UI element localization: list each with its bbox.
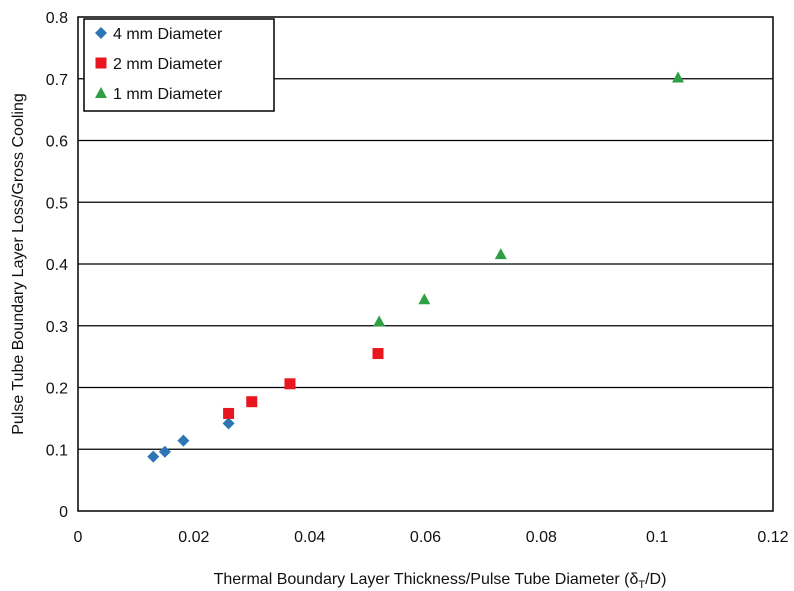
x-tick-label: 0.12 <box>757 529 788 546</box>
data-point-triangle <box>494 248 507 260</box>
plot-area <box>77 16 774 512</box>
legend: 4 mm Diameter 2 mm Diameter 1 mm Diamete… <box>83 18 275 112</box>
x-axis-title: Thermal Boundary Layer Thickness/Pulse T… <box>214 571 667 591</box>
x-tick-label: 0.1 <box>646 529 668 546</box>
data-point-diamond <box>158 445 171 458</box>
y-axis-ticks: 0 0.1 0.2 0.3 0.4 0.5 0.6 0.7 0.8 <box>46 10 68 521</box>
y-tick-label: 0 <box>59 504 68 521</box>
legend-marker-diamond <box>95 27 107 39</box>
data-point-square <box>246 396 258 408</box>
legend-entry-1mm: 1 mm Diameter <box>113 86 223 103</box>
x-axis-ticks: 0 0.02 0.04 0.06 0.08 0.1 0.12 <box>74 529 789 546</box>
data-points <box>147 71 685 463</box>
data-point-triangle <box>373 315 386 327</box>
y-axis-title: Pulse Tube Boundary Layer Loss/Gross Coo… <box>10 93 27 435</box>
x-axis-title-main: Thermal Boundary Layer Thickness/Pulse T… <box>214 571 639 588</box>
legend-marker-square <box>95 57 107 69</box>
legend-box <box>83 18 275 112</box>
data-point-triangle <box>418 293 431 305</box>
x-tick-label: 0.08 <box>526 529 557 546</box>
x-tick-label: 0.06 <box>410 529 441 546</box>
x-tick-label: 0.04 <box>294 529 325 546</box>
legend-marker-triangle <box>95 87 107 98</box>
data-point-square <box>284 378 296 390</box>
data-point-square <box>372 348 384 360</box>
x-axis-title-end: /D) <box>645 571 666 588</box>
data-point-diamond <box>147 450 160 463</box>
y-tick-label: 0.7 <box>46 72 68 89</box>
data-point-triangle <box>672 71 685 83</box>
data-point-diamond <box>177 434 190 447</box>
x-tick-label: 0.02 <box>178 529 209 546</box>
y-tick-label: 0.2 <box>46 381 68 398</box>
y-tick-label: 0.5 <box>46 195 68 212</box>
data-point-square <box>223 407 235 419</box>
y-tick-label: 0.6 <box>46 134 68 151</box>
y-tick-label: 0.3 <box>46 319 68 336</box>
data-point-diamond <box>222 417 235 430</box>
y-tick-label: 0.8 <box>46 10 68 27</box>
x-tick-label: 0 <box>74 529 83 546</box>
legend-entry-4mm: 4 mm Diameter <box>113 26 223 43</box>
gridlines <box>78 78 773 450</box>
y-tick-label: 0.4 <box>46 257 68 274</box>
y-tick-label: 0.1 <box>46 442 68 459</box>
legend-entry-2mm: 2 mm Diameter <box>113 56 223 73</box>
legend-markers <box>95 27 107 98</box>
x-axis-title-subscript: T <box>638 579 645 591</box>
